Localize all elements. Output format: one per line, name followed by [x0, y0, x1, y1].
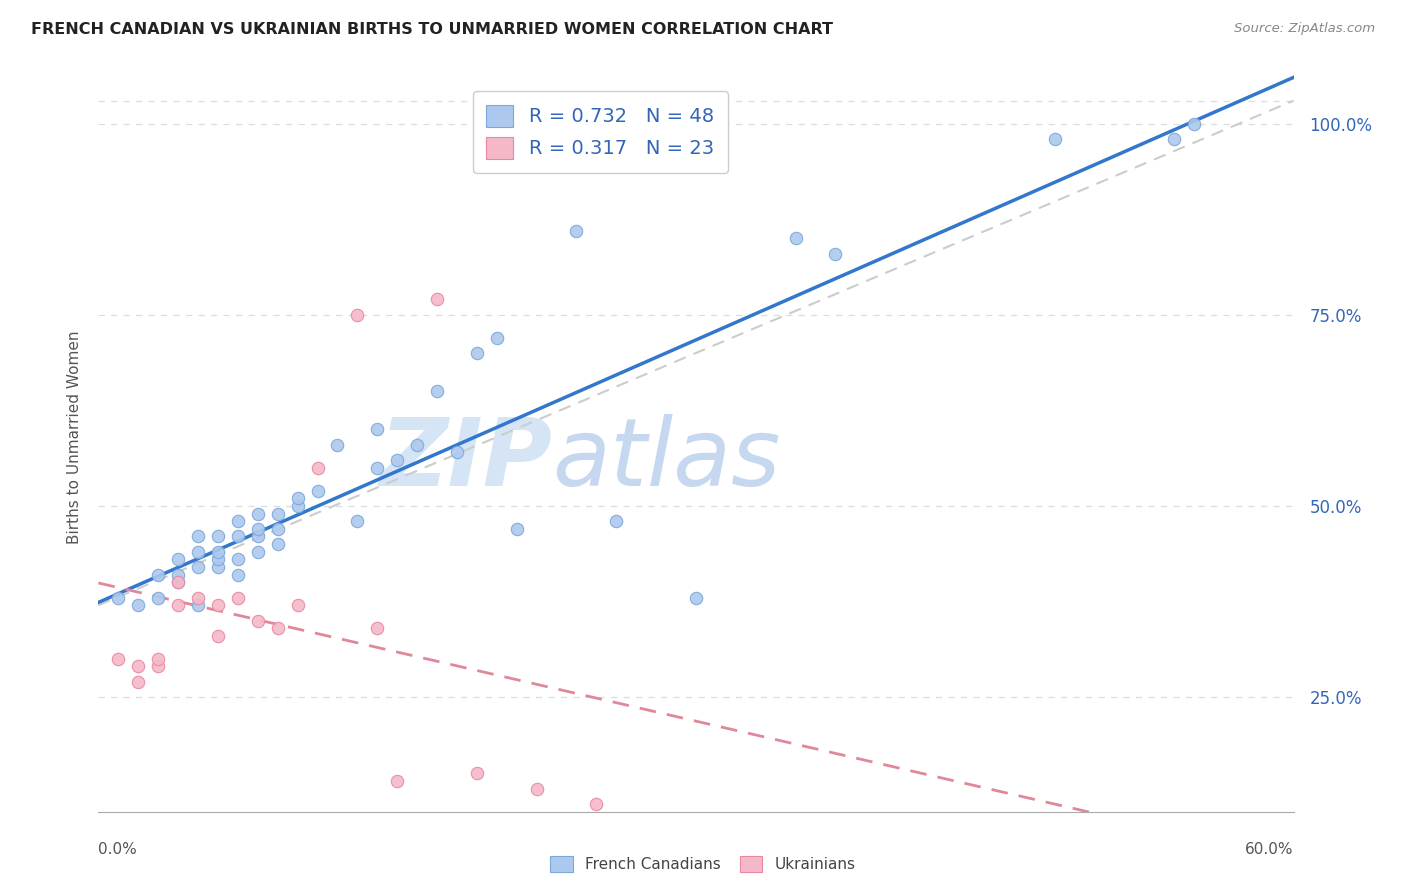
- Text: ZIP: ZIP: [380, 414, 553, 506]
- Point: [385, 774, 409, 789]
- Point: [187, 560, 209, 574]
- Point: [226, 552, 249, 566]
- Point: [207, 552, 229, 566]
- Point: [526, 781, 548, 796]
- Text: 60.0%: 60.0%: [1246, 842, 1294, 857]
- Point: [107, 652, 129, 666]
- Point: [167, 575, 190, 590]
- Point: [267, 507, 290, 521]
- Point: [127, 599, 149, 613]
- Point: [246, 545, 269, 559]
- Point: [307, 483, 329, 498]
- Point: [167, 575, 190, 590]
- Point: [1043, 132, 1066, 146]
- Point: [127, 659, 149, 673]
- Point: [685, 591, 707, 605]
- Point: [226, 514, 249, 528]
- Text: FRENCH CANADIAN VS UKRAINIAN BIRTHS TO UNMARRIED WOMEN CORRELATION CHART: FRENCH CANADIAN VS UKRAINIAN BIRTHS TO U…: [31, 22, 832, 37]
- Y-axis label: Births to Unmarried Women: Births to Unmarried Women: [66, 330, 82, 544]
- Point: [187, 545, 209, 559]
- Point: [824, 246, 846, 260]
- Text: Source: ZipAtlas.com: Source: ZipAtlas.com: [1234, 22, 1375, 36]
- Point: [246, 614, 269, 628]
- Point: [326, 438, 349, 452]
- Point: [287, 499, 309, 513]
- Point: [107, 591, 129, 605]
- Point: [785, 231, 807, 245]
- Point: [226, 567, 249, 582]
- Point: [127, 674, 149, 689]
- Point: [446, 445, 468, 459]
- Point: [366, 460, 388, 475]
- Point: [167, 599, 190, 613]
- Point: [565, 224, 588, 238]
- Point: [187, 529, 209, 543]
- Point: [267, 522, 290, 536]
- Point: [1163, 132, 1185, 146]
- Point: [187, 591, 209, 605]
- Point: [685, 820, 707, 834]
- Point: [246, 507, 269, 521]
- Point: [426, 293, 449, 307]
- Point: [246, 529, 269, 543]
- Point: [167, 567, 190, 582]
- Point: [465, 346, 488, 360]
- Point: [187, 599, 209, 613]
- Point: [167, 552, 190, 566]
- Point: [148, 659, 170, 673]
- Point: [426, 384, 449, 399]
- Point: [207, 629, 229, 643]
- Point: [207, 545, 229, 559]
- Text: atlas: atlas: [553, 414, 780, 505]
- Point: [366, 422, 388, 436]
- Point: [246, 522, 269, 536]
- Text: 0.0%: 0.0%: [98, 842, 138, 857]
- Point: [605, 514, 627, 528]
- Point: [366, 621, 388, 635]
- Legend: French Canadians, Ukrainians: French Canadians, Ukrainians: [543, 848, 863, 880]
- Point: [406, 438, 429, 452]
- Point: [346, 514, 368, 528]
- Point: [207, 529, 229, 543]
- Point: [585, 797, 607, 811]
- Point: [226, 591, 249, 605]
- Point: [207, 599, 229, 613]
- Point: [148, 591, 170, 605]
- Point: [226, 529, 249, 543]
- Point: [506, 522, 529, 536]
- Point: [385, 453, 409, 467]
- Point: [207, 560, 229, 574]
- Point: [346, 308, 368, 322]
- Point: [148, 567, 170, 582]
- Point: [148, 652, 170, 666]
- Point: [1182, 117, 1205, 131]
- Point: [287, 599, 309, 613]
- Point: [307, 460, 329, 475]
- Point: [465, 766, 488, 780]
- Point: [267, 537, 290, 551]
- Point: [287, 491, 309, 506]
- Point: [267, 621, 290, 635]
- Point: [485, 331, 508, 345]
- Legend: R = 0.732   N = 48, R = 0.317   N = 23: R = 0.732 N = 48, R = 0.317 N = 23: [472, 91, 728, 173]
